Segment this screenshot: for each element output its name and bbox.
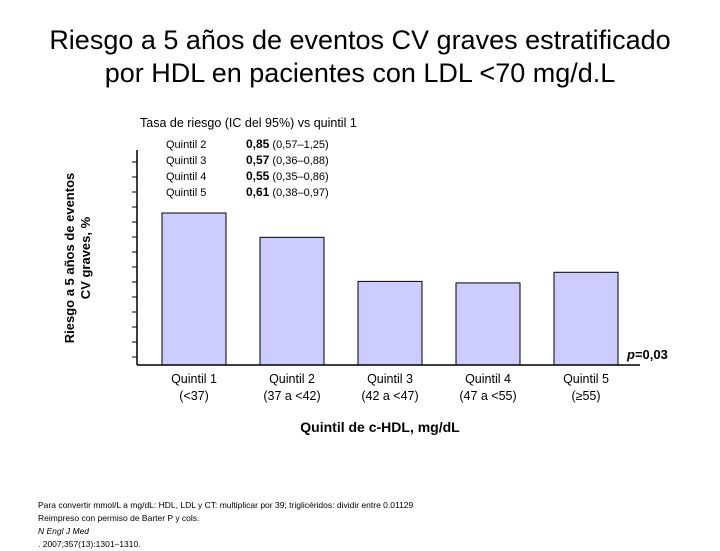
footnote-journal: N Engl J Med (38, 526, 90, 536)
bar-quintil-5 (553, 271, 619, 366)
x-tick-label: Quintil 2 (37 a <42) (242, 371, 342, 405)
hazard-ratio-value: 0,57 (246, 153, 270, 167)
chart-subtitle: Tasa de riesgo (IC del 95%) vs quintil 1 (140, 116, 357, 130)
hazard-ratio-table: Quintil 2 0,85 (0,57–1,25) Quintil 3 0,5… (166, 137, 329, 201)
x-tick-name: Quintil 1 (171, 372, 217, 386)
footnote-citation: Reimpreso con permiso de Barter P y cols… (38, 513, 200, 523)
hazard-ratio-quintile: Quintil 3 (166, 155, 207, 167)
bar-quintil-3 (357, 280, 423, 366)
bar-quintil-4 (455, 282, 521, 366)
hazard-ratio-row: Quintil 2 0,85 (0,57–1,25) (166, 137, 329, 153)
x-tick-name: Quintil 5 (563, 372, 609, 386)
hazard-ratio-ci: (0,35–0,86) (272, 171, 329, 183)
hazard-ratio-value: 0,61 (246, 185, 270, 199)
bar-quintil-2 (259, 236, 325, 366)
hazard-ratio-quintile: Quintil 5 (166, 187, 207, 199)
hazard-ratio-row: Quintil 5 0,61 (0,38–0,97) (166, 185, 329, 201)
x-tick-label: Quintil 5 (≥55) (536, 371, 636, 405)
x-tick-name: Quintil 3 (367, 372, 413, 386)
hazard-ratio-quintile: Quintil 2 (166, 139, 207, 151)
p-value-label: p (627, 347, 635, 362)
x-axis-label: Quintil de c-HDL, mg/dL (300, 419, 460, 435)
hazard-ratio-ci: (0,57–1,25) (272, 139, 329, 151)
x-tick-range: (47 a <55) (459, 389, 517, 403)
x-tick-range: (42 a <47) (361, 389, 419, 403)
hazard-ratio-ci: (0,36–0,88) (272, 155, 329, 167)
chart-title-line-2: por HDL en pacientes con LDL <70 mg/d.L (104, 58, 616, 88)
x-tick-range: (37 a <42) (263, 389, 321, 403)
p-value-number: =0,03 (634, 347, 668, 362)
hazard-ratio-value: 0,55 (246, 169, 270, 183)
hazard-ratio-row: Quintil 4 0,55 (0,35–0,86) (166, 169, 329, 185)
footnote-line-1: Para convertir mmol/L a mg/dL: HDL, LDL … (38, 500, 414, 510)
p-value: p=0,03 (627, 347, 668, 362)
x-tick-name: Quintil 4 (465, 372, 511, 386)
x-tick-range: (<37) (179, 389, 209, 403)
hazard-ratio-quintile: Quintil 4 (166, 171, 207, 183)
x-tick-name: Quintil 2 (269, 372, 315, 386)
bar-quintil-1 (161, 212, 227, 366)
hazard-ratio-value: 0,85 (246, 137, 270, 151)
x-tick-label: Quintil 3 (42 a <47) (340, 371, 440, 405)
x-tick-label: Quintil 4 (47 a <55) (438, 371, 538, 405)
chart-title: Riesgo a 5 años de eventos CV graves est… (0, 24, 720, 90)
hazard-ratio-ci: (0,38–0,97) (272, 187, 329, 199)
footnote-line-2: Reimpreso con permiso de Barter P y cols… (38, 512, 413, 551)
bar-group (161, 212, 619, 366)
footnote: Para convertir mmol/L a mg/dL: HDL, LDL … (38, 499, 413, 551)
chart-title-line-1: Riesgo a 5 años de eventos CV graves est… (49, 25, 671, 55)
hazard-ratio-row: Quintil 3 0,57 (0,36–0,88) (166, 153, 329, 169)
y-axis-ticks (132, 161, 137, 358)
x-tick-range: (≥55) (571, 389, 601, 403)
x-tick-label: Quintil 1 (<37) (144, 371, 244, 405)
